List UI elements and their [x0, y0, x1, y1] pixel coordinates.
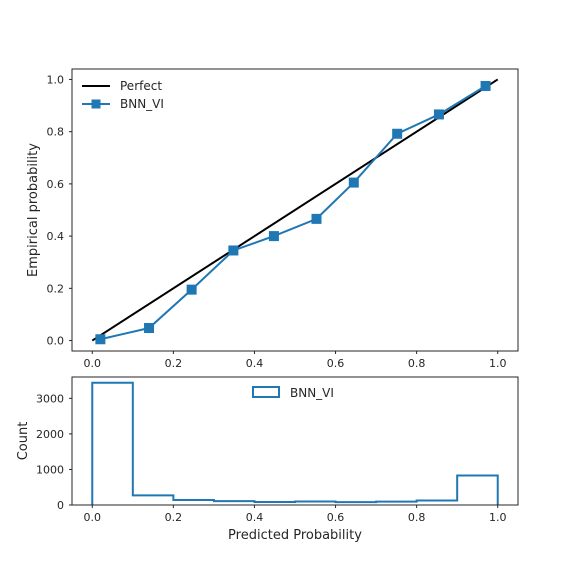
histogram-x-axis-label: Predicted Probability — [228, 528, 362, 543]
histogram-x-ticks: 0.0 0.2 0.4 0.6 0.8 1.0 — [84, 505, 507, 524]
histogram-plot-frame — [71, 376, 519, 506]
histogram-x-tick-label: 0.4 — [246, 511, 264, 524]
perfect-calibration-line — [91, 78, 499, 342]
calibration-plot-frame — [71, 68, 519, 352]
histogram-y-tick-label: 0 — [57, 499, 64, 512]
histogram-x-tick-label: 0.8 — [408, 511, 426, 524]
histogram-y-tick-label: 2000 — [36, 428, 64, 441]
histogram-y-tick-label: 1000 — [36, 463, 64, 476]
bnn-vi-point — [95, 334, 106, 345]
histogram-x-tick-label: 0.0 — [84, 511, 102, 524]
legend-histogram-swatch — [252, 386, 280, 398]
calibration-x-tick-label: 0.6 — [327, 357, 345, 370]
histogram-step-outline — [91, 381, 499, 505]
calibration-x-tick-label: 0.8 — [408, 357, 426, 370]
calibration-y-tick-label: 0.2 — [47, 282, 65, 295]
calibration-y-axis-label: Empirical probability — [26, 143, 41, 277]
bnn-vi-point — [144, 323, 155, 334]
bnn-vi-point — [228, 245, 239, 256]
histogram-y-tick-label: 3000 — [36, 392, 64, 405]
calibration-y-tick-label: 0.6 — [47, 178, 65, 191]
legend-bnn-vi-marker — [91, 99, 101, 109]
calibration-x-ticks: 0.0 0.2 0.4 0.6 0.8 1.0 — [84, 351, 507, 370]
histogram-plot: 0.0 0.2 0.4 0.6 0.8 1.0 0 1000 2000 3000 Predict… — [16, 376, 519, 543]
calibration-x-tick-label: 0.2 — [165, 357, 183, 370]
calibration-y-ticks: 0.0 0.2 0.4 0.6 0.8 1.0 — [47, 73, 72, 348]
bnn-vi-point — [348, 177, 359, 188]
calibration-y-tick-label: 1.0 — [47, 73, 65, 86]
calibration-y-tick-label: 0.0 — [47, 335, 65, 348]
histogram-y-axis-label: Count — [16, 422, 31, 461]
bnn-vi-point — [392, 128, 403, 139]
calibration-x-tick-label: 0.4 — [246, 357, 264, 370]
histogram-x-tick-label: 0.2 — [165, 511, 183, 524]
legend-perfect-label: Perfect — [120, 79, 162, 93]
bnn-vi-point — [268, 231, 279, 242]
calibration-y-tick-label: 0.8 — [47, 126, 65, 139]
bnn-vi-calibration-line — [100, 85, 487, 341]
calibration-y-tick-label: 0.4 — [47, 230, 65, 243]
histogram-plot-area — [91, 381, 499, 505]
calibration-plot-area — [91, 78, 499, 345]
calibration-x-tick-label: 0.0 — [84, 357, 102, 370]
histogram-legend: BNN_VI — [252, 386, 334, 400]
calibration-legend: Perfect BNN_VI — [82, 79, 164, 111]
bnn-vi-point — [480, 80, 491, 91]
bnn-vi-point — [311, 213, 322, 224]
bnn-vi-point — [186, 284, 197, 295]
legend-bnn-vi-label: BNN_VI — [120, 97, 164, 111]
calibration-plot: 0.0 0.2 0.4 0.6 0.8 1.0 0.0 0.2 0.4 0.6 0.8 1.0 Em… — [26, 68, 519, 370]
histogram-x-tick-label: 0.6 — [327, 511, 345, 524]
legend-histogram-label: BNN_VI — [290, 386, 334, 400]
calibration-x-tick-label: 1.0 — [489, 357, 507, 370]
histogram-x-tick-label: 1.0 — [489, 511, 507, 524]
histogram-y-ticks: 0 1000 2000 3000 — [36, 392, 72, 512]
bnn-vi-point — [433, 109, 444, 120]
